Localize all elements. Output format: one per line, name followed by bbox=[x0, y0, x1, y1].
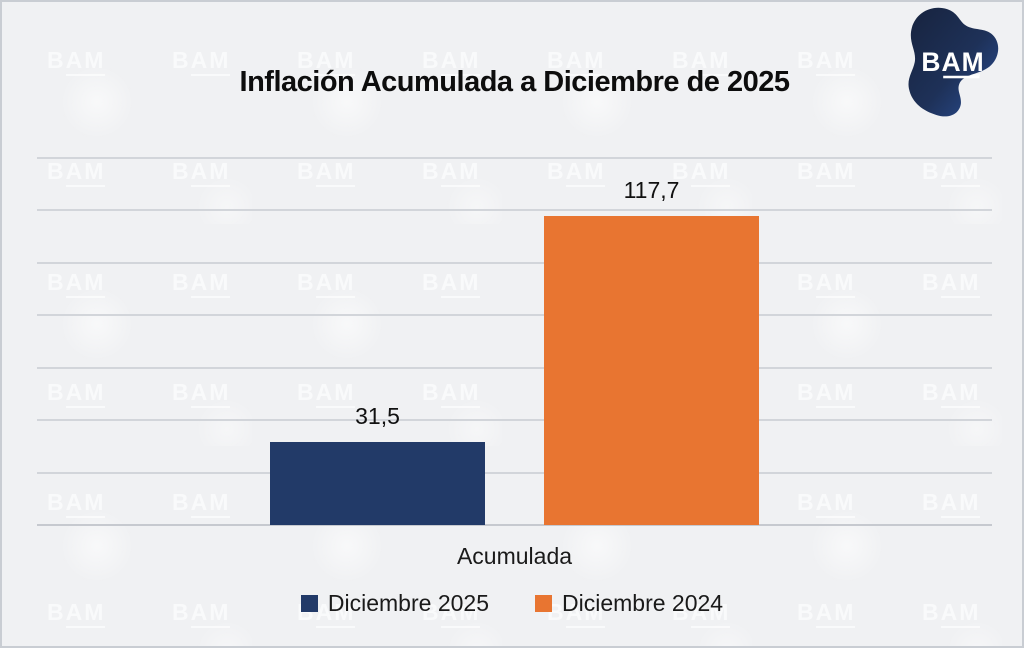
gridline bbox=[37, 419, 992, 422]
x-axis-category-label: Acumulada bbox=[456, 543, 573, 569]
bam-logo-text: BAM bbox=[921, 47, 984, 77]
bar-value-label: 31,5 bbox=[355, 403, 400, 430]
bam-logo-blob: BAM bbox=[908, 7, 999, 117]
legend-swatch bbox=[535, 595, 552, 612]
legend-swatch bbox=[300, 595, 318, 612]
bar-0 bbox=[270, 442, 485, 525]
x-axis-line bbox=[37, 524, 992, 526]
plot-area: 31,5 117,7 bbox=[37, 157, 992, 526]
gridline bbox=[37, 366, 992, 369]
bam-logo-underline bbox=[943, 75, 980, 79]
legend-item-0: Diciembre 2025 bbox=[300, 590, 489, 617]
legend-label: Diciembre 2024 bbox=[562, 590, 724, 616]
chart-title: Inflación Acumulada a Diciembre de 2025 bbox=[239, 66, 790, 98]
bar-group-1: 117,7 bbox=[544, 158, 759, 525]
bam-logo: BAM bbox=[904, 6, 1002, 120]
gridline bbox=[37, 314, 992, 317]
bars: 31,5 117,7 bbox=[37, 158, 992, 525]
gridline bbox=[37, 261, 992, 264]
legend: Diciembre 2025 Diciembre 2024 bbox=[2, 590, 1022, 617]
gridline bbox=[37, 209, 992, 212]
bar-1 bbox=[544, 216, 759, 525]
legend-label: Diciembre 2025 bbox=[327, 590, 489, 616]
bar-group-0: 31,5 bbox=[270, 158, 485, 525]
bar-value-label: 117,7 bbox=[623, 177, 680, 204]
gridline bbox=[37, 471, 992, 474]
gridline bbox=[37, 157, 992, 159]
legend-item-1: Diciembre 2024 bbox=[535, 590, 723, 617]
